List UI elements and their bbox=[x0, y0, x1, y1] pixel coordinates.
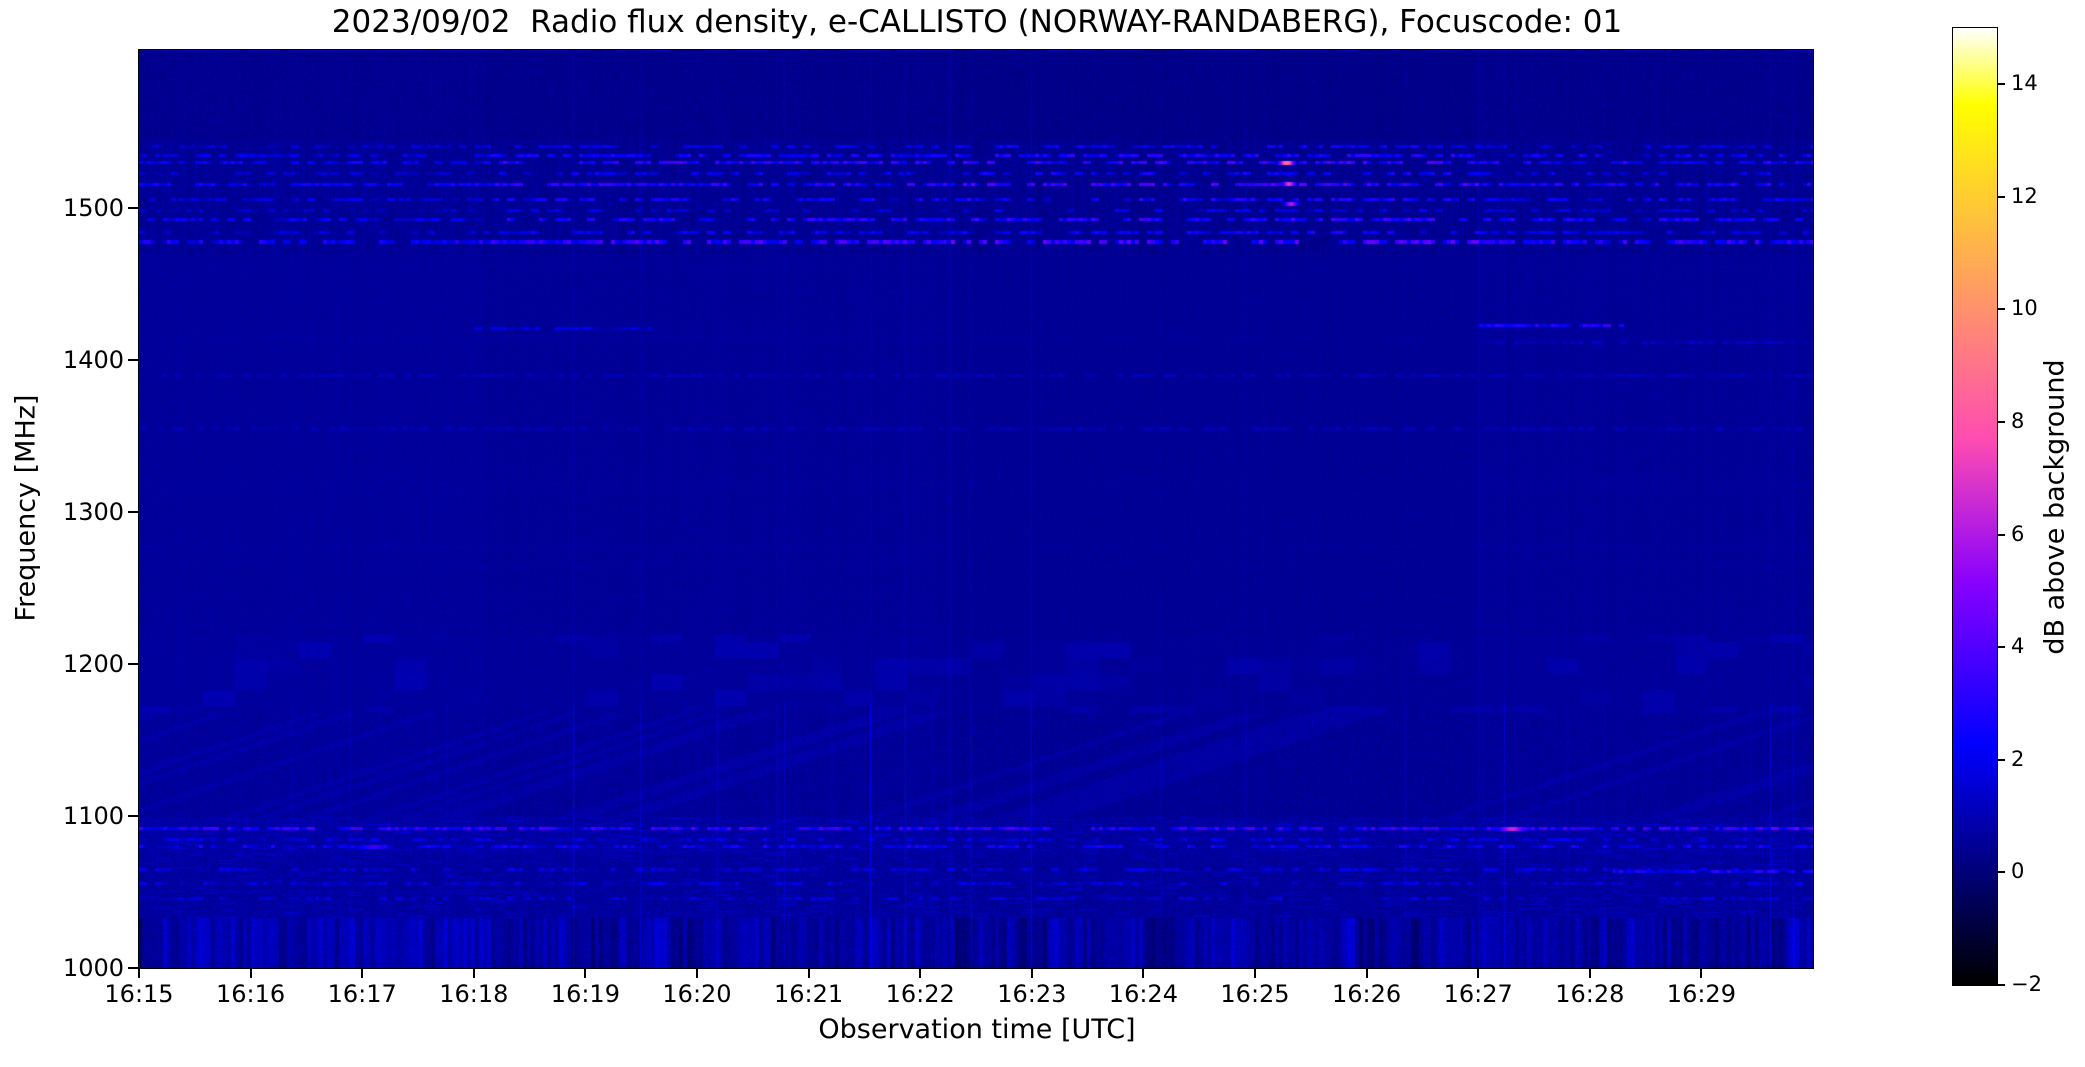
spectrogram-canvas bbox=[139, 50, 1813, 968]
colorbar-tick-mark bbox=[1997, 871, 2005, 874]
x-tick-label: 16:26 bbox=[1332, 980, 1402, 1008]
y-tick-mark bbox=[128, 815, 138, 817]
y-tick-label: 1400 bbox=[62, 346, 124, 375]
colorbar-tick-label: −2 bbox=[2011, 972, 2042, 996]
x-tick-mark bbox=[138, 968, 140, 978]
x-tick-label: 16:15 bbox=[104, 980, 174, 1008]
x-tick-mark bbox=[1142, 968, 1145, 978]
y-tick-label: 1200 bbox=[62, 650, 124, 679]
x-tick-label: 16:21 bbox=[774, 980, 844, 1008]
colorbar-tick-mark bbox=[1997, 646, 2005, 649]
colorbar-tick-label: 6 bbox=[2011, 521, 2025, 546]
x-tick-label: 16:29 bbox=[1666, 980, 1736, 1008]
y-tick-mark bbox=[128, 511, 138, 514]
x-tick-mark bbox=[1588, 968, 1591, 978]
x-tick-label: 16:24 bbox=[1108, 980, 1178, 1008]
x-tick-mark bbox=[472, 968, 475, 978]
colorbar-tick-mark bbox=[1997, 758, 2005, 761]
y-tick-mark bbox=[128, 207, 138, 210]
x-tick-mark bbox=[696, 968, 698, 978]
colorbar-tick-mark bbox=[1997, 533, 2005, 536]
y-tick-mark bbox=[128, 359, 138, 362]
x-tick-mark bbox=[1477, 968, 1480, 978]
colorbar-tick-mark bbox=[1997, 83, 2005, 86]
x-tick-mark bbox=[361, 968, 364, 978]
x-tick-label: 16:27 bbox=[1443, 980, 1513, 1008]
colorbar-tick-label: 8 bbox=[2011, 409, 2025, 434]
y-tick-label: 1500 bbox=[62, 194, 124, 223]
colorbar-tick-mark bbox=[1997, 308, 2005, 311]
x-tick-mark bbox=[249, 968, 252, 978]
x-tick-label: 16:20 bbox=[662, 980, 732, 1008]
x-tick-mark bbox=[584, 968, 587, 978]
x-tick-mark bbox=[1700, 968, 1703, 978]
colorbar-tick-label: 12 bbox=[2011, 183, 2038, 208]
colorbar-canvas bbox=[1953, 28, 1997, 985]
colorbar-tick-mark bbox=[1997, 421, 2005, 424]
colorbar-tick-label: 0 bbox=[2011, 859, 2025, 884]
plot-area bbox=[138, 49, 1814, 969]
x-tick-mark bbox=[807, 968, 810, 978]
colorbar-tick-mark bbox=[1997, 195, 2005, 198]
x-tick-label: 16:18 bbox=[439, 980, 509, 1008]
x-tick-label: 16:16 bbox=[216, 980, 286, 1008]
x-tick-mark bbox=[919, 968, 922, 978]
x-axis-label: Observation time [UTC] bbox=[818, 1014, 1136, 1045]
y-tick-label: 1000 bbox=[62, 954, 124, 982]
y-tick-mark bbox=[128, 967, 138, 969]
colorbar-tick-label: 14 bbox=[2011, 71, 2038, 96]
x-tick-mark bbox=[1254, 968, 1256, 978]
colorbar-tick-mark bbox=[1997, 984, 2005, 986]
y-tick-label: 1300 bbox=[62, 498, 124, 527]
colorbar-tick-label: 4 bbox=[2011, 634, 2025, 659]
colorbar-label: dB above background bbox=[2039, 359, 2071, 655]
x-tick-label: 16:22 bbox=[885, 980, 955, 1008]
x-tick-label: 16:25 bbox=[1220, 980, 1290, 1008]
x-tick-mark bbox=[1030, 968, 1033, 978]
x-tick-label: 16:23 bbox=[997, 980, 1067, 1008]
colorbar-tick-label: 2 bbox=[2011, 746, 2025, 771]
x-tick-label: 16:17 bbox=[327, 980, 397, 1008]
colorbar-tick-label: 10 bbox=[2011, 296, 2038, 321]
y-axis-label: Frequency [MHz] bbox=[10, 394, 42, 622]
chart-title: 2023/09/02 Radio flux density, e-CALLIST… bbox=[331, 4, 1623, 40]
colorbar bbox=[1952, 27, 1998, 986]
x-tick-mark bbox=[1365, 968, 1368, 978]
y-tick-label: 1100 bbox=[62, 802, 124, 830]
y-tick-mark bbox=[128, 663, 138, 666]
x-tick-label: 16:19 bbox=[550, 980, 620, 1008]
x-tick-label: 16:28 bbox=[1555, 980, 1625, 1008]
